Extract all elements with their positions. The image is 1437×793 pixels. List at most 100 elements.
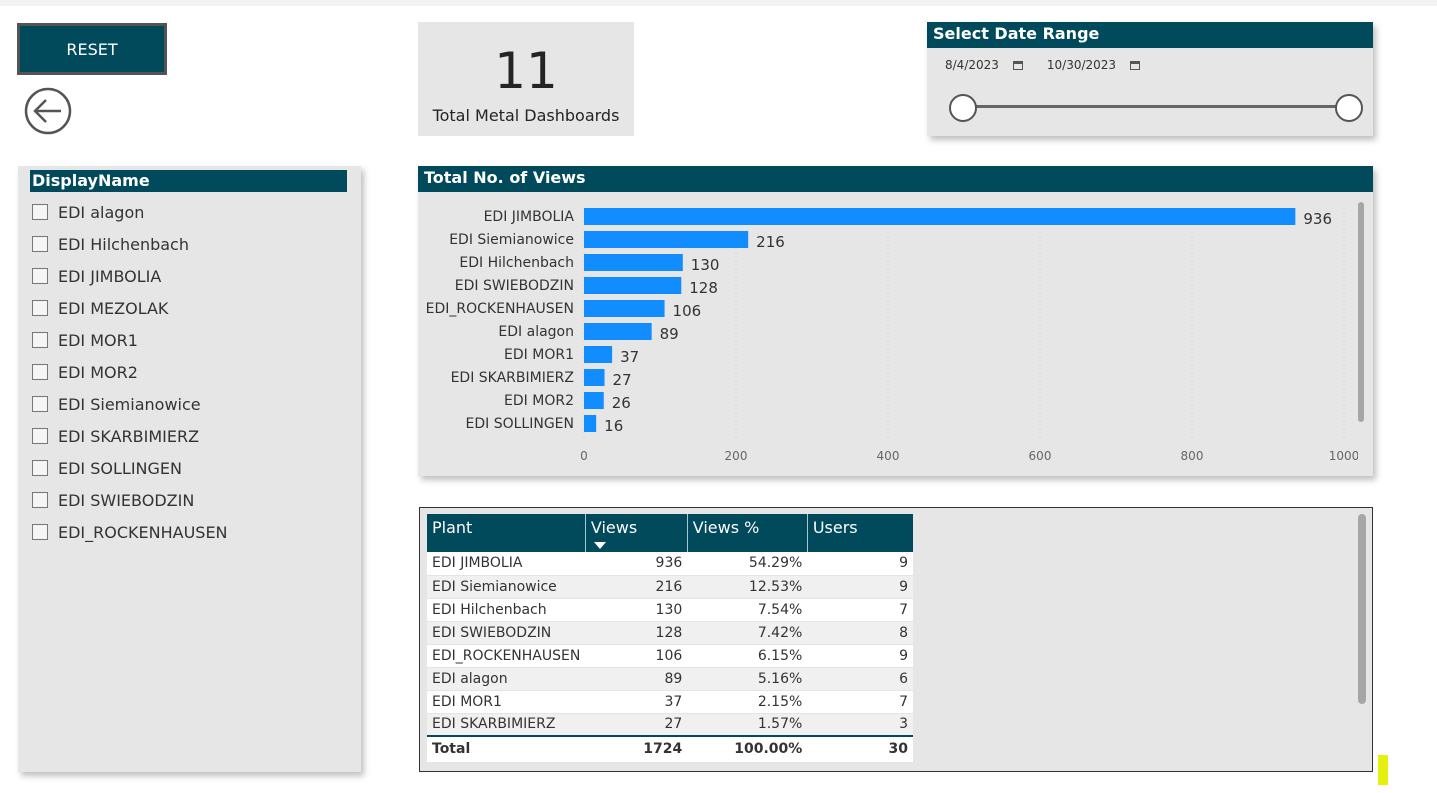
slicer-item-label: EDI Hilchenbach — [58, 234, 189, 254]
checkbox[interactable] — [32, 396, 48, 412]
table-cell: 106 — [585, 644, 688, 668]
table-cell: 8 — [807, 621, 913, 645]
x-tick-label: 200 — [725, 449, 748, 463]
data-label: 128 — [689, 279, 718, 297]
table-row[interactable]: EDI_ROCKENHAUSEN 106 6.15% 9 — [427, 644, 913, 668]
table-cell: EDI SWIEBODZIN — [427, 621, 586, 645]
slicer-item-label: EDI_ROCKENHAUSEN — [58, 522, 228, 542]
date-slider-start-handle[interactable] — [949, 94, 977, 122]
slicer-item[interactable]: EDI SKARBIMIERZ — [32, 420, 228, 452]
table-row[interactable]: EDI Siemianowice 216 12.53% 9 — [427, 575, 913, 599]
table-cell: EDI MOR1 — [427, 690, 586, 714]
table-scrollbar[interactable] — [1358, 514, 1366, 704]
checkbox[interactable] — [32, 460, 48, 476]
total-cell: 1724 — [585, 735, 688, 763]
reset-button[interactable]: RESET — [17, 23, 167, 75]
table-row[interactable]: EDI SKARBIMIERZ 27 1.57% 3 — [427, 713, 913, 737]
table-cell: 3 — [807, 713, 913, 737]
checkbox[interactable] — [32, 364, 48, 380]
category-label: EDI Siemianowice — [449, 232, 574, 248]
table-cell: 216 — [585, 575, 688, 599]
table-cell: 7.54% — [687, 598, 808, 622]
x-tick-label: 600 — [1029, 449, 1052, 463]
end-date-input[interactable]: 10/30/2023 — [1046, 58, 1141, 72]
table-cell: 9 — [807, 575, 913, 599]
bar[interactable] — [584, 323, 652, 340]
calendar-icon[interactable] — [1012, 60, 1023, 70]
table-cell: 7.42% — [687, 621, 808, 645]
back-arrow-icon[interactable] — [23, 86, 73, 136]
table-row[interactable]: EDI Hilchenbach 130 7.54% 7 — [427, 598, 913, 622]
table-row[interactable]: EDI MOR1 37 2.15% 7 — [427, 690, 913, 714]
table-cell: EDI Siemianowice — [427, 575, 586, 599]
date-slider-end-handle[interactable] — [1335, 94, 1363, 122]
checkbox[interactable] — [32, 268, 48, 284]
table-row[interactable]: EDI alagon 89 5.16% 6 — [427, 667, 913, 691]
total-cell: 30 — [807, 735, 913, 763]
slicer-item[interactable]: EDI MOR2 — [32, 356, 228, 388]
category-label: EDI MOR1 — [504, 347, 574, 363]
start-date-input[interactable]: 8/4/2023 — [945, 58, 1023, 72]
table-cell: 130 — [585, 598, 688, 622]
data-label: 37 — [620, 348, 639, 366]
checkbox[interactable] — [32, 300, 48, 316]
bar[interactable] — [584, 208, 1296, 225]
data-label: 16 — [604, 417, 623, 435]
chart-scrollbar[interactable] — [1358, 202, 1364, 422]
slicer-item[interactable]: EDI MEZOLAK — [32, 292, 228, 324]
data-label: 89 — [660, 325, 679, 343]
top-strip — [0, 0, 1437, 6]
bar[interactable] — [584, 346, 613, 363]
slicer-item[interactable]: EDI JIMBOLIA — [32, 260, 228, 292]
bar[interactable] — [584, 231, 749, 248]
checkbox[interactable] — [32, 332, 48, 348]
column-header[interactable]: Views % — [687, 514, 808, 552]
column-header[interactable]: Plant — [427, 514, 586, 552]
checkbox[interactable] — [32, 524, 48, 540]
checkbox[interactable] — [32, 236, 48, 252]
slicer-item[interactable]: EDI MOR1 — [32, 324, 228, 356]
table-cell: EDI Hilchenbach — [427, 598, 586, 622]
table-row[interactable]: EDI JIMBOLIA 936 54.29% 9 — [427, 552, 913, 576]
slicer-item[interactable]: EDI Hilchenbach — [32, 228, 228, 260]
column-header[interactable]: Views — [585, 514, 688, 552]
bar[interactable] — [584, 277, 682, 294]
views-bar-chart: Total No. of Views 0 200 400 600 800 1000 EDI … — [418, 166, 1373, 476]
slicer-item-label: EDI SKARBIMIERZ — [58, 426, 200, 446]
slicer-item[interactable]: EDI SWIEBODZIN — [32, 484, 228, 516]
calendar-icon[interactable] — [1130, 60, 1141, 70]
slicer-item[interactable]: EDI alagon — [32, 196, 228, 228]
slicer-item-label: EDI SOLLINGEN — [58, 458, 182, 478]
slicer-item-label: EDI Siemianowice — [58, 394, 201, 414]
table-cell: 9 — [807, 644, 913, 668]
bar[interactable] — [584, 300, 665, 317]
date-slider-track[interactable] — [963, 105, 1349, 108]
slicer-list: EDI alagon EDI Hilchenbach EDI JIMBOLIA EDI… — [32, 196, 228, 548]
column-header[interactable]: Users — [807, 514, 913, 552]
slicer-item[interactable]: EDI SOLLINGEN — [32, 452, 228, 484]
plant-table-card: Plant Views Views % Users EDI JIMBOLIA 936 54… — [419, 507, 1373, 772]
bar[interactable] — [584, 392, 604, 409]
slicer-item-label: EDI SWIEBODZIN — [58, 490, 195, 510]
x-tick-label: 400 — [877, 449, 900, 463]
table-cell: 7 — [807, 690, 913, 714]
checkbox[interactable] — [32, 492, 48, 508]
display-name-slicer: DisplayName EDI alagon EDI Hilchenbach EDI… — [18, 166, 361, 772]
bar[interactable] — [584, 369, 605, 386]
highlight-marker — [1378, 755, 1388, 785]
bar[interactable] — [584, 415, 597, 432]
total-cell: Total — [427, 735, 586, 763]
slicer-item[interactable]: EDI_ROCKENHAUSEN — [32, 516, 228, 548]
category-label: EDI Hilchenbach — [459, 255, 574, 271]
end-date-value: 10/30/2023 — [1046, 58, 1117, 72]
slicer-item[interactable]: EDI Siemianowice — [32, 388, 228, 420]
checkbox[interactable] — [32, 204, 48, 220]
table-cell: EDI_ROCKENHAUSEN — [427, 644, 586, 668]
checkbox[interactable] — [32, 428, 48, 444]
category-label: EDI JIMBOLIA — [484, 209, 575, 225]
bar[interactable] — [584, 254, 683, 271]
table-cell: EDI alagon — [427, 667, 586, 691]
plant-table: Plant Views Views % Users EDI JIMBOLIA 936 54… — [427, 514, 913, 763]
table-row[interactable]: EDI SWIEBODZIN 128 7.42% 8 — [427, 621, 913, 645]
table-cell: 5.16% — [687, 667, 808, 691]
